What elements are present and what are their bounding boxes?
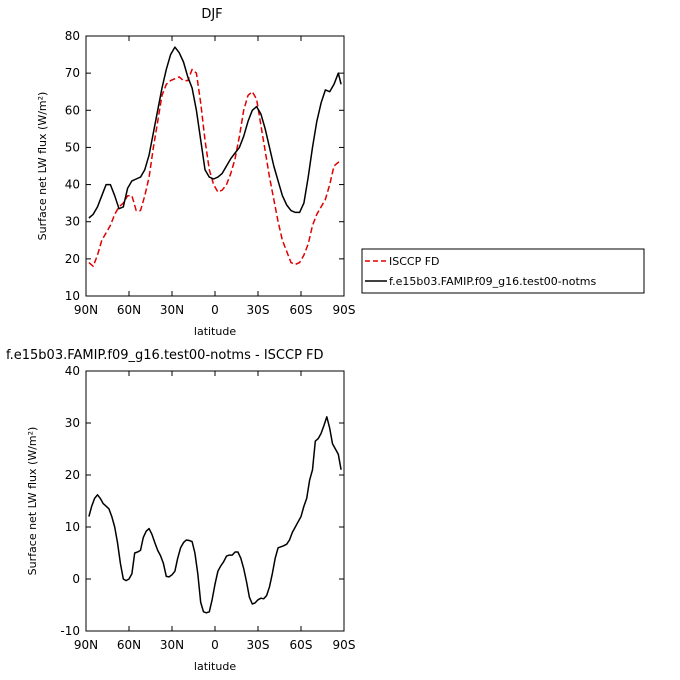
bottom-ytick-label: 30 <box>65 416 80 430</box>
bottom-xlabel: latitude <box>194 660 236 673</box>
legend: ISCCP FD f.e15b03.FAMIP.f09_g16.test00-n… <box>361 248 645 294</box>
bottom-ytick-label: 20 <box>65 468 80 482</box>
top-xtick-label: 30S <box>247 303 270 317</box>
bottom-plot-title: f.e15b03.FAMIP.f09_g16.test00-notms - IS… <box>6 348 324 363</box>
bottom-panel: f.e15b03.FAMIP.f09_g16.test00-notms - IS… <box>6 348 355 673</box>
top-plot-frame <box>85 35 345 297</box>
top-xtick-label: 60S <box>290 303 313 317</box>
bottom-plot-frame <box>85 370 345 632</box>
legend-label-model: f.e15b03.FAMIP.f09_g16.test00-notms <box>389 275 596 288</box>
top-ytick-label: 40 <box>65 178 80 192</box>
top-xlabel: latitude <box>194 325 236 338</box>
bottom-ylabel: Surface net LW flux (W/m²) <box>26 427 39 576</box>
bottom-xtick-label: 60S <box>290 638 313 652</box>
top-xtick-label: 90S <box>333 303 356 317</box>
top-xtick-label: 30N <box>160 303 184 317</box>
bottom-axes: -10 0 10 20 30 40 90N 60N 30N 0 30S 60S 90S <box>60 364 355 652</box>
top-ytick-label: 50 <box>65 140 80 154</box>
top-ytick-label: 20 <box>65 252 80 266</box>
legend-label-isccp: ISCCP FD <box>389 255 440 268</box>
bottom-series-group <box>88 416 342 614</box>
top-series-line-1 <box>88 46 342 219</box>
top-ytick-label: 30 <box>65 215 80 229</box>
top-axes: 10 20 30 40 50 60 70 80 90N 60N 30N 0 30S 60S 90S <box>65 29 356 317</box>
bottom-xtick-label: 60N <box>117 638 141 652</box>
bottom-xtick-label: 30N <box>160 638 184 652</box>
top-ylabel: Surface net LW flux (W/m²) <box>36 92 49 241</box>
top-ytick-label: 10 <box>65 289 80 303</box>
bottom-series-line-0 <box>88 416 342 614</box>
legend-box <box>361 248 645 294</box>
bottom-ytick-label: 40 <box>65 364 80 378</box>
top-xtick-label: 60N <box>117 303 141 317</box>
bottom-ytick-label: 0 <box>72 572 80 586</box>
bottom-xtick-label: 30S <box>247 638 270 652</box>
top-ytick-label: 80 <box>65 29 80 43</box>
top-ytick-label: 70 <box>65 66 80 80</box>
bottom-ytick-label: -10 <box>60 624 80 638</box>
bottom-xtick-label: 90N <box>74 638 98 652</box>
top-series-group <box>88 46 342 268</box>
top-ytick-label: 60 <box>65 103 80 117</box>
bottom-ytick-label: 10 <box>65 520 80 534</box>
bottom-xtick-label: 90S <box>333 638 356 652</box>
top-xtick-label: 90N <box>74 303 98 317</box>
top-xtick-label: 0 <box>211 303 219 317</box>
top-series-line-0 <box>88 68 342 268</box>
top-plot-title: DJF <box>201 7 222 22</box>
bottom-xtick-label: 0 <box>211 638 219 652</box>
